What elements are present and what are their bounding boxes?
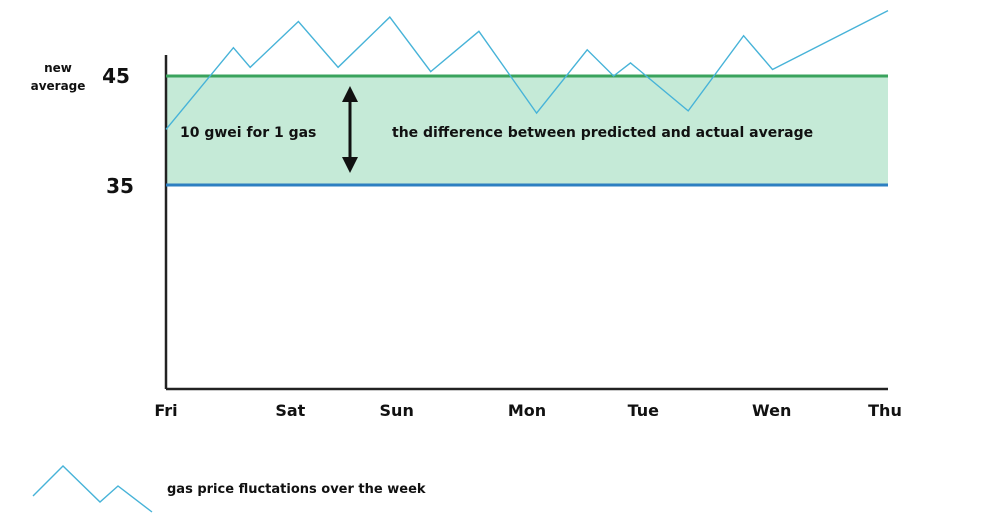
x-tick-label-thu: Thu bbox=[868, 401, 902, 420]
x-tick-labels: Fri Sat Sun Mon Tue Wen Thu bbox=[154, 401, 901, 420]
annotation-gwei-per-gas: 10 gwei for 1 gas bbox=[180, 125, 316, 141]
x-tick-label-mon: Mon bbox=[508, 401, 546, 420]
annotation-difference: the difference between predicted and act… bbox=[392, 125, 813, 141]
gas-price-series-line bbox=[165, 9, 889, 130]
legend-series-swatch bbox=[32, 465, 153, 513]
y-axis-label-line-1: new bbox=[44, 61, 72, 75]
x-tick-label-sat: Sat bbox=[275, 401, 305, 420]
y-tick-label-35: 35 bbox=[106, 174, 134, 198]
difference-band bbox=[166, 76, 888, 185]
x-tick-label-fri: Fri bbox=[154, 401, 177, 420]
x-tick-label-wen: Wen bbox=[752, 401, 791, 420]
x-tick-label-sun: Sun bbox=[380, 401, 414, 420]
y-tick-label-45: 45 bbox=[102, 64, 130, 88]
legend-series-label: gas price fluctations over the week bbox=[167, 482, 426, 497]
legend: gas price fluctations over the week bbox=[32, 465, 426, 513]
y-axis-label-line-2: average bbox=[31, 79, 86, 93]
x-tick-label-tue: Tue bbox=[628, 401, 660, 420]
difference-arrow bbox=[342, 86, 358, 173]
